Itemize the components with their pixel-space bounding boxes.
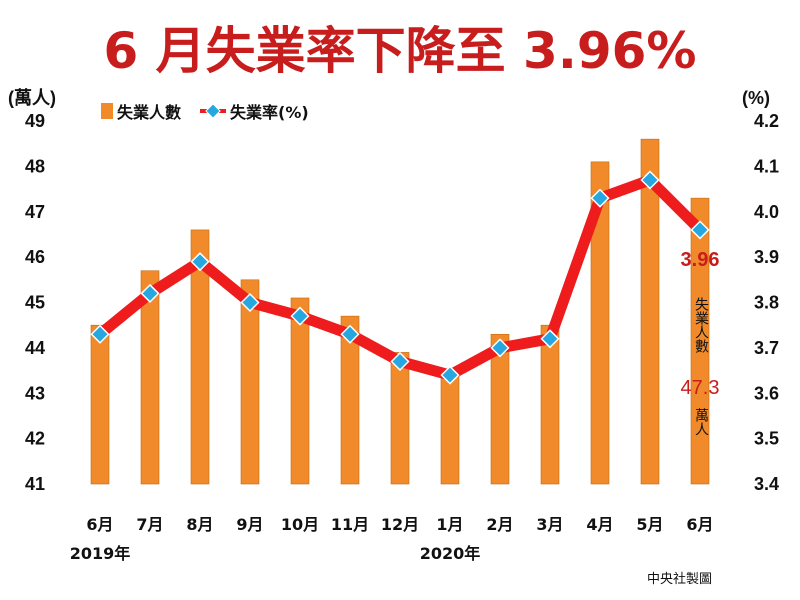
category-label: 6月 [686, 515, 713, 534]
rate-annotation: 3.96 [681, 249, 720, 271]
bar [340, 315, 360, 485]
rate-marker [490, 338, 510, 358]
right-axis-unit: (%) [742, 88, 770, 108]
rate-marker [590, 188, 610, 208]
right-axis: 3.4 3.5 3.6 3.7 3.8 3.9 4.0 4.1 4.2 [754, 111, 779, 494]
bar [440, 370, 460, 485]
rate-marker [440, 365, 460, 385]
rate-marker [290, 306, 310, 326]
left-tick-label: 41 [25, 474, 45, 494]
category-axis: 6月 7月 8月 9月 10月 11月 12月 1月 2月 3月 4月 5月 6月 2019年 2020年 [70, 515, 714, 563]
rate-marker [640, 170, 660, 190]
legend: 失業人數 失業率(%) [101, 103, 309, 122]
left-tick-label: 47 [25, 202, 45, 222]
rate-marker [690, 220, 710, 240]
right-tick-label: 3.5 [754, 429, 779, 449]
line-series [90, 170, 710, 385]
left-tick-label: 44 [25, 338, 45, 358]
year-label: 2020年 [420, 544, 481, 563]
category-label: 4月 [586, 515, 613, 534]
category-label: 5月 [636, 515, 663, 534]
bar-series [90, 138, 710, 485]
annotations: 3.96 失業人數 47.3 萬人 [681, 249, 720, 436]
legend-bar-swatch [101, 103, 113, 119]
left-axis: 41 42 43 44 45 46 47 48 49 [25, 111, 45, 494]
rate-marker [140, 283, 160, 303]
rate-marker [540, 329, 560, 349]
rate-line [94, 174, 706, 381]
left-tick-label: 46 [25, 247, 45, 267]
category-label: 11月 [331, 515, 369, 534]
rate-marker [390, 351, 410, 372]
right-tick-label: 3.4 [754, 474, 779, 494]
legend-bar-label: 失業人數 [117, 103, 181, 122]
count-annotation-label: 失業人數 [693, 297, 709, 353]
left-tick-label: 43 [25, 383, 45, 403]
chart-title: 6 月失業率下降至 3.96% [103, 22, 696, 80]
category-label: 9月 [236, 515, 263, 534]
bar [590, 161, 610, 485]
right-tick-label: 3.6 [754, 383, 779, 403]
left-tick-label: 45 [25, 293, 45, 313]
category-label: 10月 [281, 515, 319, 534]
legend-line-label: 失業率(%) [230, 103, 309, 122]
category-label: 2月 [486, 515, 513, 534]
category-label: 3月 [536, 515, 563, 534]
category-label: 7月 [136, 515, 163, 534]
bar [140, 270, 160, 485]
bar [490, 333, 510, 485]
bar [640, 138, 660, 485]
left-axis-unit: (萬人) [8, 88, 56, 108]
bar [240, 279, 260, 485]
right-tick-label: 3.7 [754, 338, 779, 358]
right-tick-label: 4.2 [754, 111, 779, 131]
legend-marker-swatch [205, 103, 221, 119]
left-tick-label: 48 [25, 156, 45, 176]
year-label: 2019年 [70, 544, 131, 563]
bar [540, 324, 560, 485]
right-tick-label: 3.8 [754, 293, 779, 313]
rate-marker [90, 324, 110, 344]
count-annotation-value: 47.3 [681, 377, 720, 399]
right-tick-label: 4.1 [754, 156, 779, 176]
category-label: 8月 [186, 515, 213, 534]
bar [190, 229, 210, 485]
right-tick-label: 4.0 [754, 202, 779, 222]
bar [390, 352, 410, 485]
credit: 中央社製圖 [647, 571, 712, 587]
rate-marker [340, 324, 360, 344]
bar [90, 324, 110, 485]
category-label: 12月 [381, 515, 419, 534]
rate-marker [240, 292, 260, 313]
left-tick-label: 49 [25, 111, 45, 131]
count-annotation-unit: 萬人 [693, 408, 709, 436]
bar [690, 197, 710, 485]
category-label: 1月 [436, 515, 463, 534]
left-tick-label: 42 [25, 429, 45, 449]
category-label: 6月 [86, 515, 113, 534]
bar [290, 297, 310, 485]
right-tick-label: 3.9 [754, 247, 779, 267]
rate-marker [190, 252, 210, 272]
